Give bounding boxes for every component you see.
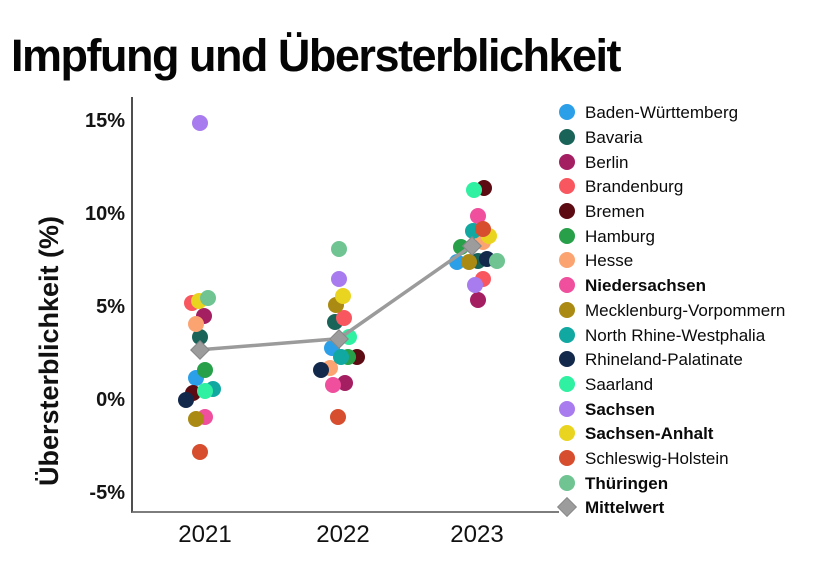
circle-swatch-icon	[559, 227, 575, 244]
plot-area	[131, 97, 559, 513]
dot-sachsen-anhalt-2022	[335, 287, 351, 304]
dot-niedersachsen-2023	[470, 207, 486, 224]
circle-swatch-icon	[559, 425, 575, 442]
legend-item-mecklenburg-vorpommern: Mecklenburg-Vorpommern	[559, 298, 823, 323]
legend-item-rhineland-palatinate: Rhineland-Palatinate	[559, 347, 823, 372]
legend-item-saarland: Saarland	[559, 372, 823, 397]
legend-label-mittelwert: Mittelwert	[585, 498, 665, 518]
y-tick-label-0-: 0%	[96, 389, 125, 411]
legend-item-berlin: Berlin	[559, 149, 823, 174]
dot-schleswig-holstein-2021	[192, 444, 208, 461]
legend-label-berlin: Berlin	[585, 152, 629, 172]
legend-item-baden-w-rttemberg: Baden-Württemberg	[559, 100, 823, 125]
dot-saarland-2021	[197, 382, 213, 399]
legend-item-north-rhine-westphalia: North Rhine-Westphalia	[559, 322, 823, 347]
dot-th-ringen-2023	[489, 252, 505, 269]
dot-north-rhine-westphalia-2022	[333, 349, 349, 366]
legend: Baden-Württemberg Bavaria Berlin Brandenbur…	[557, 100, 823, 520]
legend-label-saarland: Saarland	[585, 374, 654, 394]
legend-label-bavaria: Bavaria	[585, 128, 643, 148]
legend-item-hamburg: Hamburg	[559, 223, 823, 248]
y-tick-label-5-: 5%	[96, 296, 125, 318]
circle-swatch-icon	[559, 326, 575, 343]
circle-swatch-icon	[559, 474, 575, 491]
legend-label-th-ringen: Thüringen	[585, 473, 669, 493]
circle-swatch-icon	[559, 203, 575, 220]
legend-item-hesse: Hesse	[559, 248, 823, 273]
legend-label-niedersachsen: Niedersachsen	[585, 276, 706, 296]
circle-swatch-icon	[559, 449, 575, 466]
dot-mecklenburg-vorpommern-2021	[188, 410, 204, 427]
circle-swatch-icon	[559, 129, 575, 146]
y-tick-label-15-: 15%	[84, 110, 125, 132]
legend-label-brandenburg: Brandenburg	[585, 177, 684, 197]
legend-item-brandenburg: Brandenburg	[559, 174, 823, 199]
dot-rhineland-palatinate-2022	[313, 362, 329, 379]
dot-hesse-2021	[188, 315, 204, 332]
y-tick-label-10-: 10%	[84, 203, 125, 225]
legend-label-sachsen-anhalt: Sachsen-Anhalt	[585, 424, 714, 444]
x-tick-label-2022: 2022	[316, 521, 370, 548]
legend-item-schleswig-holstein: Schleswig-Holstein	[559, 446, 823, 471]
circle-swatch-icon	[559, 400, 575, 417]
legend-item-sachsen-anhalt: Sachsen-Anhalt	[559, 421, 823, 446]
legend-label-rhineland-palatinate: Rhineland-Palatinate	[585, 350, 743, 370]
dot-sachsen-2023	[467, 276, 483, 293]
circle-swatch-icon	[559, 277, 575, 294]
chart-title: Impfung und Übersterblichkeit	[11, 30, 622, 82]
legend-item-bremen: Bremen	[559, 199, 823, 224]
dot-berlin-2023	[470, 291, 486, 308]
circle-swatch-icon	[559, 153, 575, 170]
diamond-swatch-icon	[557, 497, 577, 518]
dot-berlin-2022	[337, 375, 353, 392]
dot-sachsen-2021	[192, 114, 208, 131]
legend-item-th-ringen: Thüringen	[559, 470, 823, 495]
legend-label-hamburg: Hamburg	[585, 226, 655, 246]
y-axis-label: Übersterblichkeit (%)	[34, 215, 64, 487]
dot-saarland-2023	[466, 181, 482, 198]
legend-label-sachsen: Sachsen	[585, 399, 655, 419]
legend-label-baden-w-rttemberg: Baden-Württemberg	[585, 103, 739, 123]
dot-schleswig-holstein-2022	[330, 408, 346, 425]
circle-swatch-icon	[559, 178, 575, 195]
legend-label-mecklenburg-vorpommern: Mecklenburg-Vorpommern	[585, 300, 786, 320]
circle-swatch-icon	[559, 252, 575, 269]
legend-label-hesse: Hesse	[585, 251, 634, 271]
circle-swatch-icon	[559, 104, 575, 121]
legend-item-mittelwert: Mittelwert	[557, 495, 823, 520]
x-tick-label-2023: 2023	[450, 521, 504, 548]
legend-label-north-rhine-westphalia: North Rhine-Westphalia	[585, 325, 766, 345]
dot-sachsen-2022	[331, 271, 347, 288]
dot-schleswig-holstein-2023	[475, 220, 491, 237]
dot-hamburg-2021	[197, 362, 213, 379]
legend-item-bavaria: Bavaria	[559, 125, 823, 150]
x-tick-label-2021: 2021	[178, 521, 232, 548]
circle-swatch-icon	[559, 351, 575, 368]
circle-swatch-icon	[559, 301, 575, 318]
legend-item-niedersachsen: Niedersachsen	[559, 273, 823, 298]
y-tick-label--5-: -5%	[89, 482, 125, 504]
dot-niedersachsen-2022	[325, 377, 341, 394]
legend-label-schleswig-holstein: Schleswig-Holstein	[585, 448, 729, 468]
dot-th-ringen-2021	[200, 289, 216, 306]
legend-item-sachsen: Sachsen	[559, 396, 823, 421]
circle-swatch-icon	[559, 375, 575, 392]
dot-rhineland-palatinate-2021	[178, 392, 194, 408]
legend-label-bremen: Bremen	[585, 202, 645, 222]
